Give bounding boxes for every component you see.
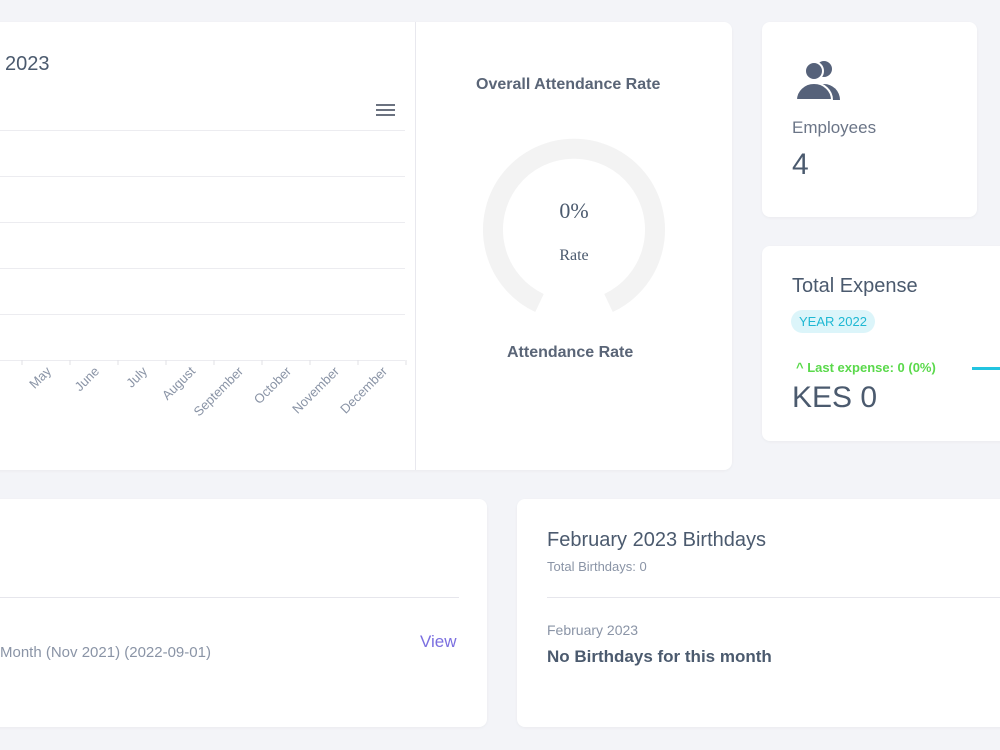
birthdays-subtitle: Total Birthdays: 0	[547, 559, 647, 574]
x-tick-label: September	[191, 363, 247, 419]
gauge-caption: Rate	[559, 247, 588, 264]
gauge-value: 0%	[559, 198, 588, 223]
divider	[415, 22, 416, 470]
divider	[547, 597, 1000, 598]
trend-text: Last expense: 0 (0%)	[807, 360, 936, 375]
employees-card: Employees 4	[762, 22, 977, 217]
x-axis-ticks	[21, 360, 407, 365]
employees-label: Employees	[792, 118, 877, 137]
x-tick-label: August	[159, 363, 198, 402]
rate-footer: Attendance Rate	[507, 344, 634, 361]
expense-trend: ^ Last expense: 0 (0%)	[796, 360, 936, 375]
trend-line	[972, 367, 1000, 370]
notice-item: Month (Nov 2021) (2022-09-01)	[0, 644, 211, 661]
x-tick-label: July	[123, 363, 150, 390]
x-tick-label: June	[72, 364, 103, 395]
divider	[0, 597, 459, 598]
expense-amount: KES 0	[792, 381, 878, 414]
expense-title: Total Expense	[792, 275, 918, 297]
notice-card: Month (Nov 2021) (2022-09-01) View	[0, 499, 487, 727]
year-badge: YEAR 2022	[791, 310, 875, 333]
expense-card: Total Expense YEAR 2022 ^ Last expense: …	[762, 246, 1000, 441]
birthday-message: No Birthdays for this month	[547, 647, 772, 666]
x-tick-label: October	[251, 363, 295, 407]
grid	[0, 130, 405, 361]
people-icon	[794, 61, 840, 101]
employees-count: 4	[792, 148, 809, 181]
view-link[interactable]: View	[420, 632, 457, 651]
x-tick-label: December	[337, 363, 390, 416]
x-tick-label: November	[289, 363, 342, 416]
chart-card: 2023 May June July August September October No…	[0, 22, 732, 470]
birthdays-card: February 2023 Birthdays Total Birthdays:…	[517, 499, 1000, 727]
birthday-month: February 2023	[547, 622, 639, 638]
chart-title: 2023	[5, 53, 50, 75]
rate-title: Overall Attendance Rate	[476, 76, 661, 93]
gauge-track	[483, 138, 665, 313]
x-tick-label: May	[26, 363, 54, 391]
menu-icon[interactable]	[376, 104, 395, 116]
birthdays-title: February 2023 Birthdays	[547, 529, 767, 551]
